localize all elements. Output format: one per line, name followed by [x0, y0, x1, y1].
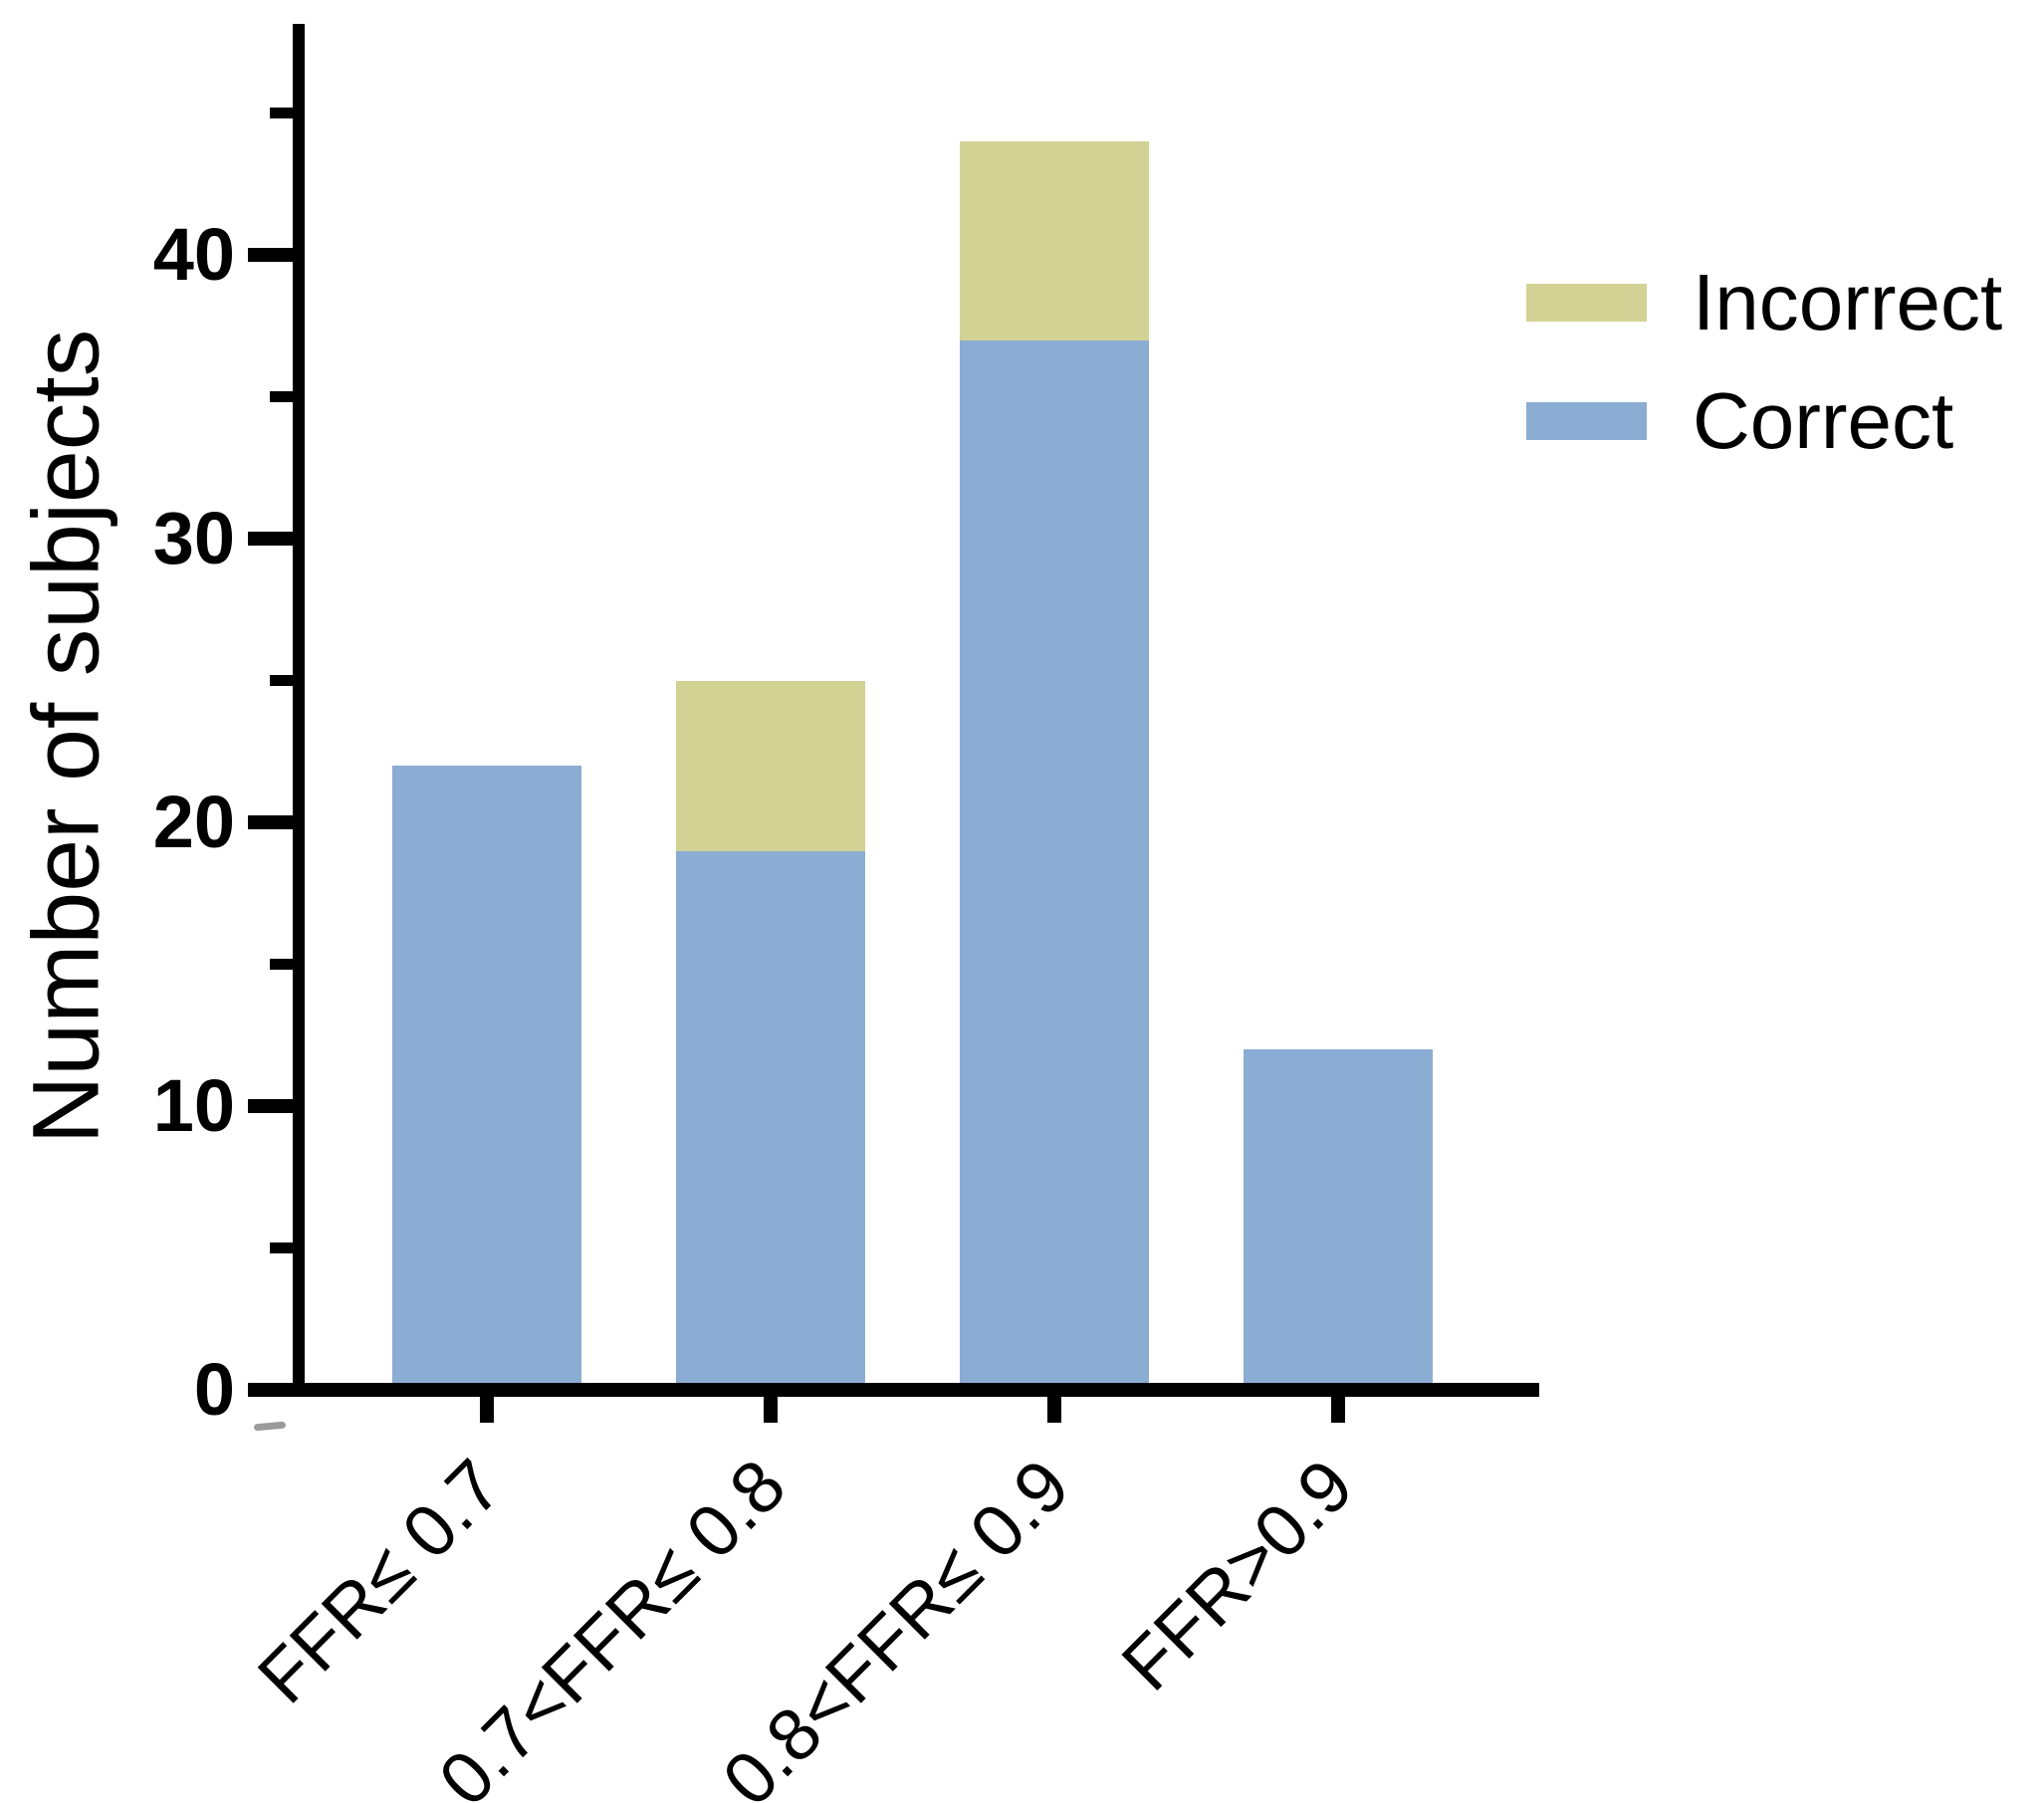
x-axis-category-label: FFR≤ 0.7	[242, 1443, 518, 1719]
x-axis-line	[291, 1383, 1539, 1397]
x-axis-tick	[1047, 1397, 1061, 1423]
bar-segment-incorrect	[960, 141, 1149, 340]
x-axis-tick	[480, 1397, 494, 1423]
bar-segment-correct	[960, 339, 1149, 1390]
y-axis-tick-label: 40	[152, 213, 235, 296]
x-axis-tick	[764, 1397, 778, 1423]
y-axis-minor-tick	[270, 108, 293, 118]
y-axis-minor-tick	[270, 675, 293, 686]
y-axis-major-tick	[248, 248, 293, 262]
y-axis-tick-label: 10	[152, 1064, 235, 1147]
y-axis-tick-label: 20	[152, 781, 235, 863]
bar-segment-correct	[676, 850, 865, 1390]
x-axis-category-label: FFR>0.9	[1105, 1443, 1369, 1706]
y-axis-tick-label: 30	[152, 497, 235, 579]
bar-segment-correct	[1244, 1049, 1433, 1390]
y-axis-minor-tick	[270, 391, 293, 402]
y-axis-major-tick	[248, 1383, 293, 1397]
y-axis-line	[293, 24, 305, 1397]
y-axis-major-tick	[248, 1099, 293, 1113]
bar-segment-correct	[392, 766, 581, 1390]
y-axis-minor-tick	[270, 959, 293, 970]
y-axis-tick-label: 0	[193, 1348, 235, 1431]
y-axis-major-tick	[248, 815, 293, 829]
bar-segment-incorrect	[676, 680, 865, 851]
y-axis-minor-tick	[270, 1242, 293, 1253]
x-axis-tick	[1331, 1397, 1345, 1423]
y-axis-major-tick	[248, 532, 293, 546]
